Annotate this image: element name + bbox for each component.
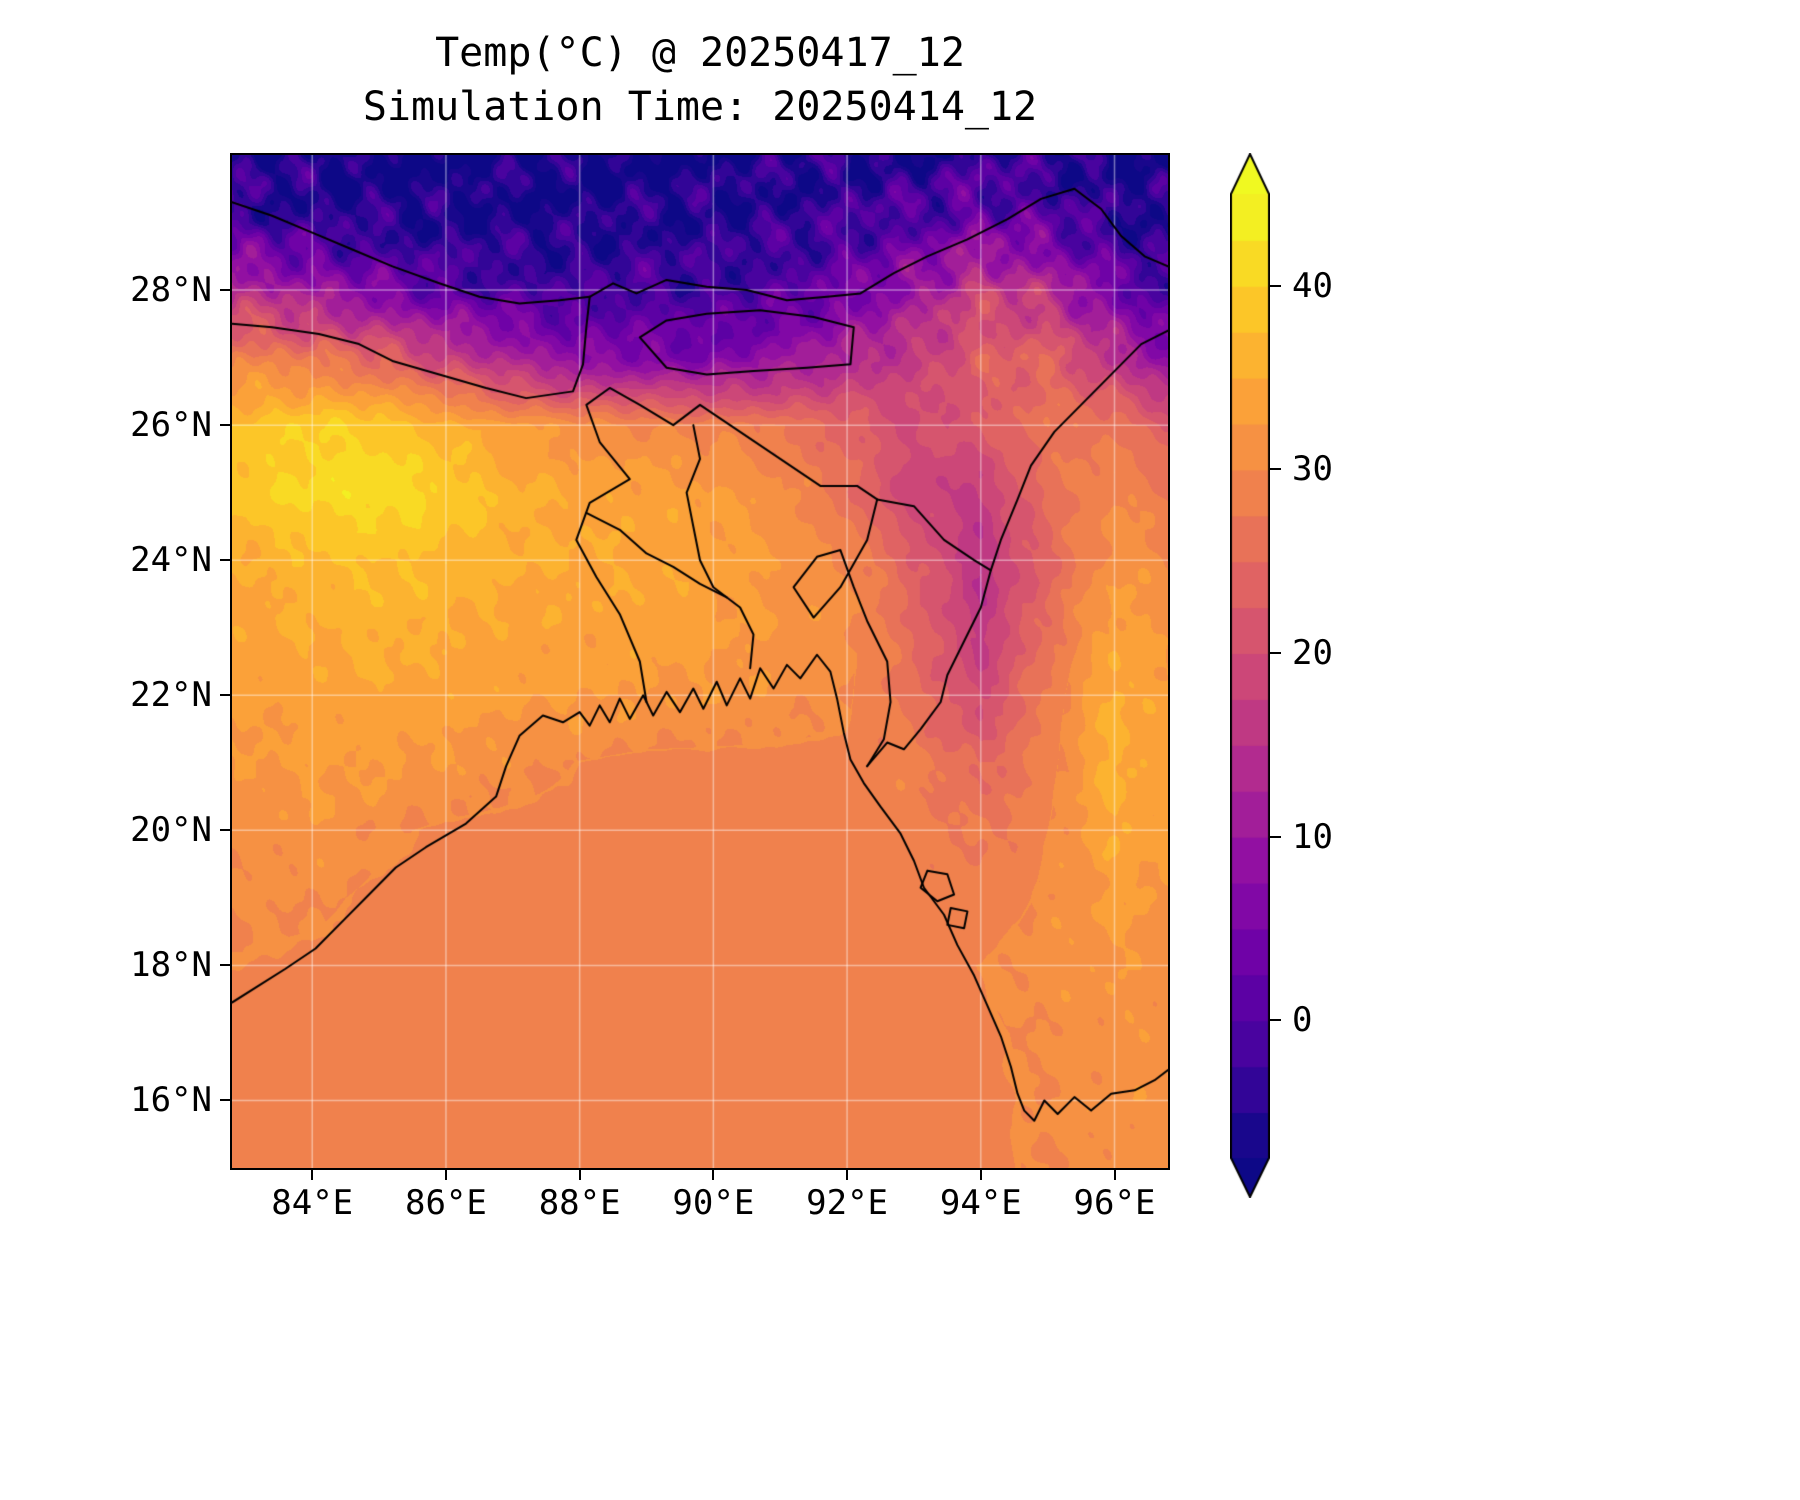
x-axis-tick-label: 84°E (271, 1183, 354, 1223)
chart-subtitle: Simulation Time: 20250414_12 (362, 84, 1038, 130)
y-axis-tick-label: 18°N (130, 945, 212, 986)
y-axis-tick-label: 28°N (130, 270, 212, 311)
x-axis-tick (979, 1168, 982, 1180)
colorbar-tick-label: 0 (1292, 1000, 1313, 1041)
y-axis-tick (220, 289, 232, 292)
colorbar-tick-label: 40 (1292, 265, 1333, 306)
y-axis-tick (220, 964, 232, 967)
y-axis-tick-label: 26°N (130, 405, 212, 446)
x-axis-tick (712, 1168, 715, 1180)
y-axis-tick-label: 22°N (130, 675, 212, 716)
x-axis-tick (1113, 1168, 1116, 1180)
x-axis-tick (311, 1168, 314, 1180)
temperature-heatmap-canvas (232, 155, 1168, 1168)
x-axis-tick-label: 90°E (672, 1183, 755, 1223)
y-axis-tick-label: 20°N (130, 810, 212, 851)
y-axis-tick-label: 24°N (130, 540, 212, 581)
x-axis-tick (578, 1168, 581, 1180)
colorbar-tick-label: 10 (1292, 816, 1333, 857)
colorbar-tick-label: 30 (1292, 449, 1333, 490)
x-axis-tick-label: 94°E (939, 1183, 1022, 1223)
x-axis-tick (846, 1168, 849, 1180)
colorbar-tick-label: 20 (1292, 633, 1333, 674)
x-axis-tick-label: 96°E (1073, 1183, 1156, 1223)
x-axis-tick-label: 88°E (538, 1183, 621, 1223)
y-axis-tick (220, 559, 232, 562)
colorbar-tick (1269, 284, 1281, 287)
y-axis-tick (220, 424, 232, 427)
colorbar-tick (1269, 652, 1281, 655)
y-axis-tick (220, 694, 232, 697)
x-axis-tick-label: 92°E (806, 1183, 889, 1223)
x-axis-tick (444, 1168, 447, 1180)
colorbar (1230, 153, 1270, 1198)
chart-title: Temp(°C) @ 20250417_12 (435, 30, 965, 76)
y-axis-tick-label: 16°N (130, 1080, 212, 1121)
y-axis-tick (220, 1099, 232, 1102)
colorbar-tick (1269, 1019, 1281, 1022)
chart-title-block: Temp(°C) @ 20250417_12 Simulation Time: … (232, 26, 1168, 134)
x-axis-tick-label: 86°E (404, 1183, 487, 1223)
colorbar-tick (1269, 835, 1281, 838)
colorbar-tick (1269, 468, 1281, 471)
y-axis-tick (220, 829, 232, 832)
